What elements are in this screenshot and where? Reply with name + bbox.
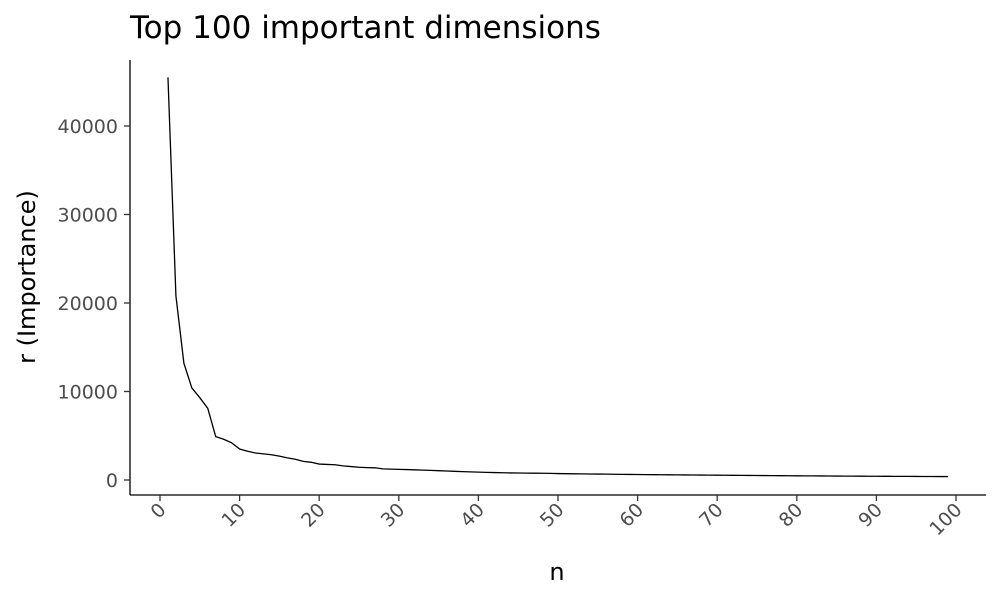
y-tick-label: 0 bbox=[106, 470, 118, 492]
y-tick-label: 40000 bbox=[58, 116, 118, 138]
y-tick-label: 10000 bbox=[58, 382, 118, 404]
y-axis: 0 10000 20000 30000 40000 bbox=[58, 60, 131, 495]
x-axis-title: n bbox=[549, 558, 564, 586]
series-line bbox=[167, 77, 949, 478]
x-tick-label: 60 bbox=[615, 499, 648, 532]
x-tick-label: 50 bbox=[536, 499, 569, 532]
x-tick-label: 30 bbox=[377, 499, 410, 532]
x-tick-label: 10 bbox=[217, 499, 250, 532]
x-tick-label: 20 bbox=[297, 499, 330, 532]
y-tick-label: 30000 bbox=[58, 205, 118, 227]
x-tick-label: 80 bbox=[775, 499, 808, 532]
x-tick-label: 0 bbox=[146, 499, 170, 523]
chart-title: Top 100 important dimensions bbox=[129, 10, 601, 46]
y-tick-label: 20000 bbox=[58, 293, 118, 315]
x-tick-label: 90 bbox=[854, 499, 887, 532]
x-tick-label: 40 bbox=[456, 499, 489, 532]
x-tick-label: 100 bbox=[925, 499, 966, 540]
x-axis: 0 10 20 30 40 50 60 70 80 90 100 bbox=[130, 494, 986, 540]
y-axis-title: r (Importance) bbox=[13, 190, 41, 364]
x-tick-label: 70 bbox=[695, 499, 728, 532]
